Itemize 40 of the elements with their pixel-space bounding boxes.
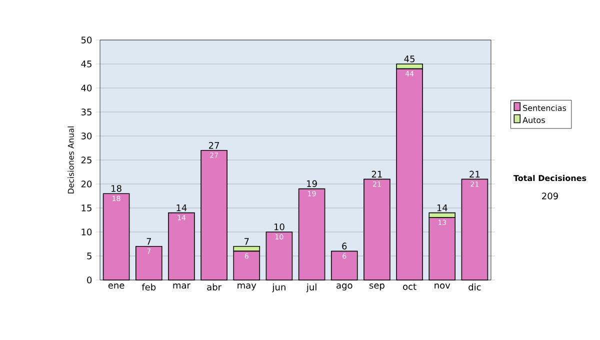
- total-label: 27: [208, 142, 219, 149]
- y-tick-label: 25: [81, 156, 92, 164]
- x-tick-label: may: [238, 284, 256, 290]
- x-tick-label: abr: [207, 284, 222, 290]
- total-label: 21: [372, 170, 382, 178]
- y-tick-label: 40: [81, 84, 92, 92]
- x-tick-label: dic: [468, 284, 481, 290]
- y-tick-label: 10: [82, 228, 92, 236]
- total-label: 14: [437, 204, 448, 212]
- total-label: 7: [146, 238, 151, 245]
- x-tick-label: nov: [434, 284, 450, 289]
- x-tick-label: jul: [306, 284, 316, 292]
- total-label: 6: [342, 242, 347, 250]
- x-tick-label: mar: [173, 284, 190, 289]
- y-tick-label: 35: [81, 108, 92, 116]
- y-tick-label: 0: [87, 276, 92, 284]
- x-tick-label: ene: [108, 284, 124, 289]
- total-label: 14: [176, 204, 187, 212]
- legend-label: Autos: [522, 117, 545, 124]
- legend-label: Sentencias: [523, 104, 566, 111]
- y-tick-label: 30: [81, 132, 92, 140]
- y-tick-label: 5: [87, 252, 92, 260]
- total-label: 7: [244, 238, 249, 245]
- text: 209: [542, 192, 558, 200]
- y-axis-title: Decisiones Anual: [68, 126, 74, 194]
- y-tick-label: 20: [81, 180, 92, 188]
- total-label: 45: [404, 56, 414, 62]
- y-tick-label: 15: [82, 204, 92, 212]
- x-tick-label: sep: [369, 284, 384, 290]
- y-tick-label: 50: [81, 36, 92, 44]
- x-tick-label: feb: [142, 284, 156, 290]
- x-tick-label: ago: [336, 284, 352, 290]
- total-label: 10: [274, 223, 284, 230]
- total-label: 19: [307, 180, 317, 188]
- total-label: 21: [470, 170, 480, 178]
- text: Total Decisiones: [513, 174, 586, 182]
- total-label: 18: [112, 185, 122, 192]
- x-tick-label: oct: [403, 284, 416, 290]
- x-tick-label: jun: [272, 284, 286, 292]
- y-tick-label: 45: [81, 60, 92, 68]
